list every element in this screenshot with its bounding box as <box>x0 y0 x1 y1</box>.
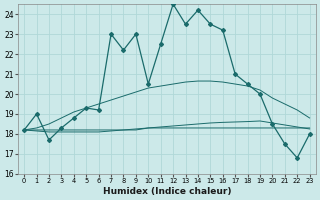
X-axis label: Humidex (Indice chaleur): Humidex (Indice chaleur) <box>103 187 231 196</box>
